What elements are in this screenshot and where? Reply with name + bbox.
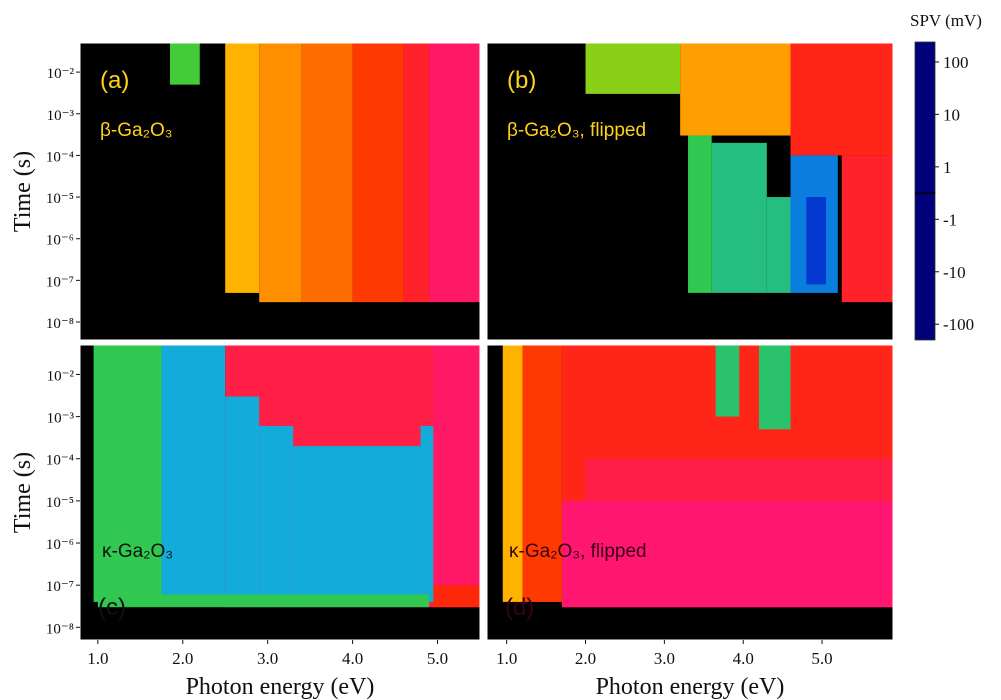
heatmap-cell (806, 197, 826, 284)
y-tick-label: 10⁻⁵ (46, 495, 74, 511)
heatmap (94, 345, 480, 607)
y-axis-label: Time (s) (10, 151, 36, 232)
heatmap-cell (98, 595, 429, 608)
x-tick-label: 4.0 (733, 649, 754, 668)
y-tick-label: 10⁻² (47, 66, 75, 82)
y-tick-label: 10⁻⁴ (46, 453, 74, 469)
heatmap-cell (716, 345, 740, 417)
y-tick-label: 10⁻⁶ (46, 233, 74, 249)
y-tick-label: 10⁻⁸ (46, 316, 74, 332)
heatmap-cell (302, 43, 353, 302)
heatmap-cell (404, 43, 429, 302)
heatmap (503, 345, 893, 607)
heatmap-cell (225, 396, 259, 601)
x-tick-label: 3.0 (257, 649, 278, 668)
x-tick-label: 2.0 (172, 649, 193, 668)
heatmap-cell (586, 43, 681, 94)
heatmap-cell (712, 143, 767, 293)
heatmap-cell (688, 136, 712, 293)
heatmap-cell (225, 43, 259, 293)
heatmap-cell (293, 446, 420, 602)
y-tick-label: 10⁻⁸ (46, 621, 74, 637)
colorbar-tick-label: -10 (943, 263, 966, 282)
colorbar-tick-label: 100 (943, 53, 969, 72)
panel-label: (a) (100, 67, 129, 94)
y-tick-label: 10⁻⁷ (46, 579, 74, 595)
heatmap-cell (162, 345, 226, 602)
heatmap-cell (421, 426, 434, 602)
x-tick-label: 2.0 (575, 649, 596, 668)
colorbar-tick-label: -100 (943, 315, 974, 334)
x-tick-label: 5.0 (811, 649, 832, 668)
heatmap-cell (433, 345, 480, 585)
colorbar-tick-label: -1 (943, 210, 957, 229)
x-tick-label: 1.0 (87, 649, 108, 668)
heatmap-cell (170, 43, 200, 85)
y-tick-label: 10⁻⁷ (46, 274, 74, 290)
heatmap-cell (503, 345, 523, 602)
heatmap-cell (94, 345, 162, 602)
colorbar-title: SPV (mV) (910, 11, 982, 30)
y-tick-label: 10⁻² (47, 368, 75, 384)
y-tick-label: 10⁻⁴ (46, 149, 74, 165)
heatmap-cell (767, 197, 791, 293)
heatmap-cell (433, 585, 480, 607)
heatmap-cell (353, 43, 404, 302)
y-tick-label: 10⁻⁵ (46, 191, 74, 207)
heatmap-cell (842, 155, 893, 302)
heatmap-cell (759, 345, 791, 429)
heatmap-cell (429, 43, 480, 302)
heatmap-cell (259, 43, 301, 302)
heatmap-cell (680, 43, 790, 136)
heatmap-cell (522, 345, 561, 602)
panel-label: (b) (507, 67, 536, 94)
colorbar (915, 42, 935, 340)
x-axis-label: Photon energy (eV) (186, 674, 375, 700)
colorbar-tick-label: 1 (943, 158, 952, 177)
panel-label: (c) (98, 594, 126, 621)
y-tick-label: 10⁻⁶ (46, 537, 74, 553)
x-tick-label: 5.0 (427, 649, 448, 668)
x-tick-label: 1.0 (496, 649, 517, 668)
panel-annotation: κ-Ga₂O₃, flipped (509, 541, 647, 562)
colorbar-tick-label: 10 (943, 105, 960, 124)
x-tick-label: 4.0 (342, 649, 363, 668)
y-tick-label: 10⁻³ (47, 108, 75, 124)
heatmap-cell (791, 43, 893, 155)
x-axis-label: Photon energy (eV) (596, 674, 785, 700)
panel-label: (d) (505, 594, 534, 621)
y-tick-label: 10⁻³ (47, 411, 75, 427)
heatmap-cell (259, 426, 293, 602)
panel-annotation: β-Ga₂O₃ (100, 120, 173, 141)
x-tick-label: 3.0 (654, 649, 675, 668)
heatmap-cell (586, 459, 893, 501)
panel-annotation: κ-Ga₂O₃ (102, 541, 173, 562)
panel-annotation: β-Ga₂O₃, flipped (507, 120, 646, 141)
y-axis-label: Time (s) (10, 452, 36, 533)
